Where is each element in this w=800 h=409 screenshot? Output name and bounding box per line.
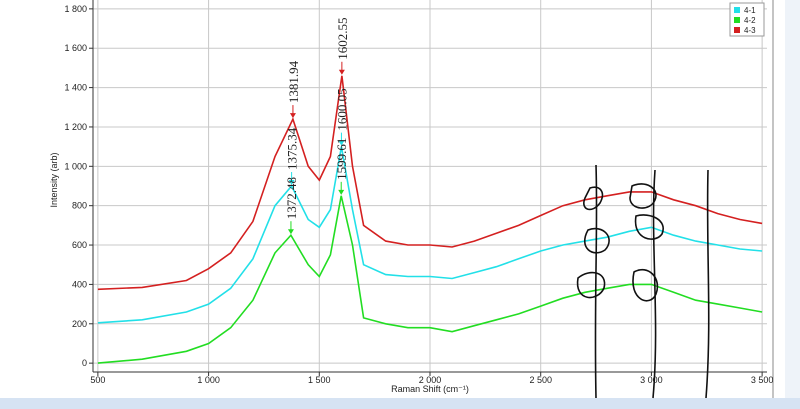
annotation: 1602.55 bbox=[335, 18, 350, 60]
status-strip bbox=[0, 398, 800, 409]
hand-line bbox=[652, 169, 657, 399]
x-axis-label: Raman Shift (cm⁻¹) bbox=[391, 384, 469, 394]
hand-circle bbox=[583, 227, 610, 254]
x-tick-label: 1 500 bbox=[308, 375, 331, 385]
x-tick-label: 3 000 bbox=[640, 375, 663, 385]
annotation-arrowhead bbox=[289, 113, 296, 119]
y-tick-label: 0 bbox=[82, 358, 87, 368]
x-tick-label: 500 bbox=[90, 375, 105, 385]
plot-area bbox=[89, 0, 767, 376]
hand-circle bbox=[629, 183, 657, 209]
y-tick-label: 1 400 bbox=[64, 83, 87, 93]
legend-swatch bbox=[734, 27, 740, 33]
annotation-arrowhead bbox=[338, 189, 345, 195]
hand-circle bbox=[576, 271, 606, 299]
hand-circle bbox=[632, 269, 659, 302]
annotation: 1381.94 bbox=[286, 60, 301, 103]
annotation: 1600.05 bbox=[334, 88, 349, 130]
y-tick-label: 800 bbox=[72, 201, 87, 211]
annotation-arrowhead bbox=[287, 229, 294, 235]
y-axis-label: Intensity (arb) bbox=[49, 152, 59, 207]
annotation-arrowhead bbox=[338, 69, 345, 75]
legend-label: 4-2 bbox=[744, 16, 756, 25]
y-tick-label: 400 bbox=[72, 279, 87, 289]
hand-circle bbox=[583, 186, 604, 211]
legend-swatch bbox=[734, 17, 740, 23]
y-tick-label: 1 600 bbox=[64, 43, 87, 53]
legend-label: 4-1 bbox=[744, 6, 756, 15]
y-tick-label: 1 000 bbox=[64, 161, 87, 171]
hand-line bbox=[594, 164, 598, 399]
y-tick-label: 1 800 bbox=[64, 4, 87, 14]
hand-drawing bbox=[576, 164, 710, 399]
hand-line bbox=[705, 169, 710, 399]
series-line bbox=[97, 75, 763, 291]
series-line bbox=[97, 195, 763, 364]
y-tick-label: 1 200 bbox=[64, 122, 87, 132]
annotation-arrowhead bbox=[288, 180, 295, 185]
series-line bbox=[97, 146, 763, 324]
hand-circle bbox=[634, 214, 664, 240]
x-tick-label: 2 000 bbox=[419, 375, 442, 385]
window bbox=[0, 0, 785, 398]
y-tick-label: 600 bbox=[72, 240, 87, 250]
x-tick-label: 1 000 bbox=[197, 375, 220, 385]
annotation: 1599.61 bbox=[334, 138, 349, 180]
annotation: 1375.34 bbox=[285, 127, 300, 170]
x-tick-label: 3 500 bbox=[751, 375, 774, 385]
y-tick-label: 200 bbox=[72, 319, 87, 329]
legend-label: 4-3 bbox=[744, 26, 756, 35]
annotation: 1372.48 bbox=[284, 177, 299, 219]
legend: 4-14-24-3 bbox=[729, 2, 765, 37]
x-tick-label: 2 500 bbox=[529, 375, 552, 385]
legend-swatch bbox=[734, 7, 740, 13]
annotation-arrowhead bbox=[338, 140, 345, 146]
